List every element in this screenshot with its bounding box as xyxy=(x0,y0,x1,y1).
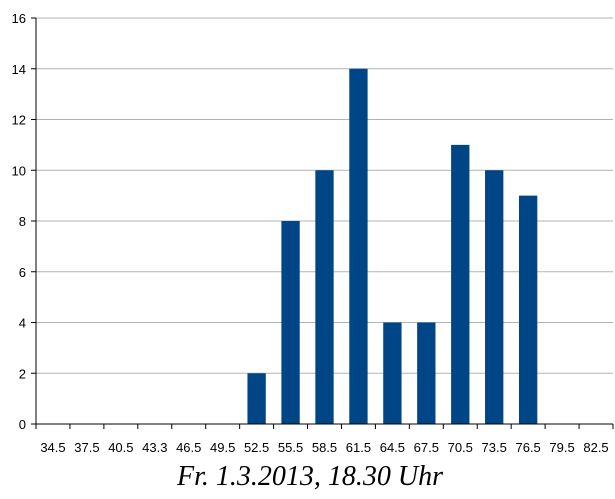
x-tick-label: 37.5 xyxy=(74,440,99,455)
x-tick-label: 76.5 xyxy=(515,440,540,455)
bar-76.5 xyxy=(518,195,538,424)
chart-title: Fr. 1.3.2013, 18.30 Uhr xyxy=(176,461,443,492)
y-tick-labels: 0 2 4 6 8 10 12 14 16 xyxy=(12,11,26,432)
y-tick-label: 0 xyxy=(19,417,26,432)
x-tick-labels: 34.5 37.5 40.5 43.3 46.5 49.5 52.5 55.5 58.5 61.5… xyxy=(40,440,608,455)
bar-70.5 xyxy=(451,144,470,424)
bar-64.5 xyxy=(383,322,402,424)
x-tick-label: 49.5 xyxy=(210,440,235,455)
x-tick-label: 34.5 xyxy=(40,440,65,455)
x-tick-label: 79.5 xyxy=(549,440,574,455)
x-tick-label: 70.5 xyxy=(448,440,473,455)
x-tick-label: 52.5 xyxy=(244,440,269,455)
bar-52.5 xyxy=(247,373,266,424)
x-tick-label: 40.5 xyxy=(108,440,133,455)
bar-67.5 xyxy=(417,322,436,424)
bar-58.5 xyxy=(315,170,334,424)
x-tick-label: 61.5 xyxy=(346,440,371,455)
y-tick-label: 2 xyxy=(19,366,26,381)
y-tick-label: 12 xyxy=(12,113,26,128)
x-tick-label: 82.5 xyxy=(583,440,608,455)
bar-61.5 xyxy=(349,68,368,424)
x-tick-label: 64.5 xyxy=(380,440,405,455)
x-tick-label: 55.5 xyxy=(278,440,303,455)
x-tick-label: 67.5 xyxy=(414,440,439,455)
y-tick-label: 10 xyxy=(12,163,26,178)
bars xyxy=(247,68,538,424)
x-tick-label: 43.3 xyxy=(142,440,167,455)
x-tick-label: 46.5 xyxy=(176,440,201,455)
bar-55.5 xyxy=(281,221,300,424)
y-tick-label: 4 xyxy=(19,316,26,331)
y-tick-label: 6 xyxy=(19,265,26,280)
axes xyxy=(31,17,614,429)
x-tick-label: 58.5 xyxy=(312,440,337,455)
bar-73.5 xyxy=(485,170,504,424)
y-tick-label: 8 xyxy=(19,214,26,229)
y-tick-label: 16 xyxy=(12,11,26,26)
y-tick-label: 14 xyxy=(12,62,26,77)
x-tick-label: 73.5 xyxy=(482,440,507,455)
